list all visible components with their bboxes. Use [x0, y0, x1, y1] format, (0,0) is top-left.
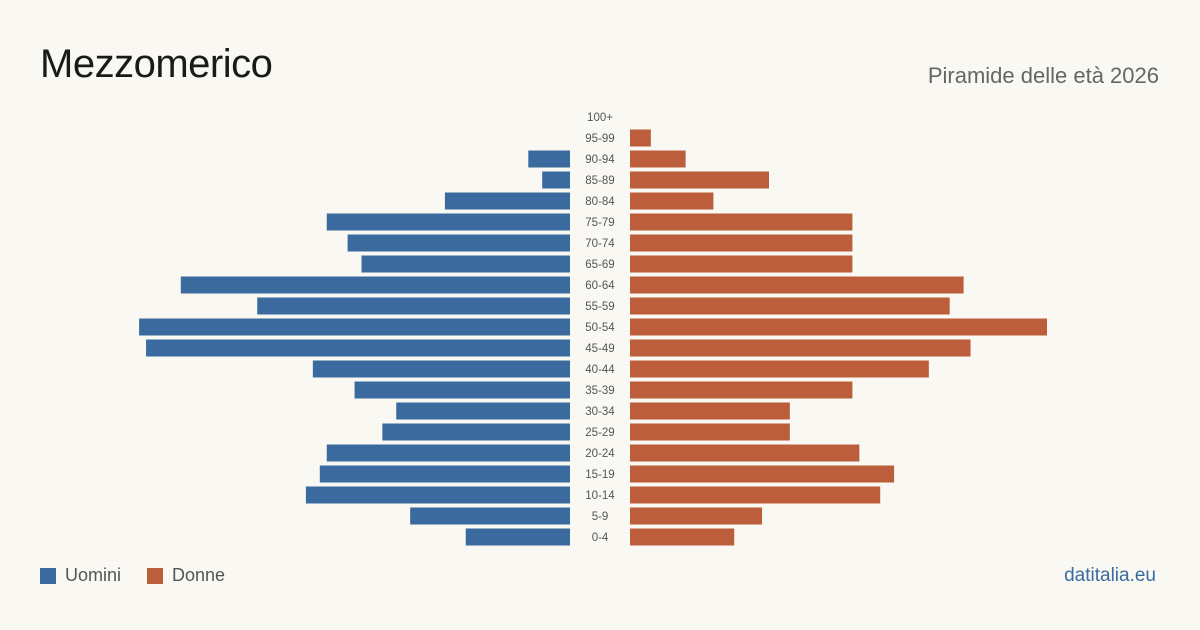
bar-men-80-84 — [444, 192, 570, 210]
bar-women-60-64 — [630, 276, 964, 294]
age-label-25-29: 25-29 — [585, 427, 614, 439]
bar-men-25-29 — [382, 423, 570, 441]
age-label-90-94: 90-94 — [585, 154, 615, 166]
bar-men-60-64 — [180, 276, 571, 294]
legend-swatch-men — [40, 567, 56, 584]
legend-swatch-women — [147, 567, 164, 584]
bar-men-75-79 — [326, 213, 570, 231]
age-label-60-64: 60-64 — [585, 280, 615, 292]
bar-women-55-59 — [630, 297, 950, 315]
bar-men-30-34 — [396, 402, 570, 420]
legend-item-women: Donne — [147, 565, 225, 586]
bar-women-95-99 — [630, 129, 651, 147]
bar-women-75-79 — [630, 213, 853, 231]
age-label-95-99: 95-99 — [585, 133, 614, 145]
chart-title: Mezzomerico — [40, 42, 273, 86]
source-link[interactable]: datitalia.eu — [1064, 565, 1156, 586]
bar-men-55-59 — [257, 297, 570, 315]
bar-women-10-14 — [630, 486, 881, 504]
bar-men-45-49 — [146, 339, 571, 357]
legend-label-women: Donne — [172, 565, 226, 585]
age-label-100+: 100+ — [587, 112, 613, 124]
chart-subtitle: Piramide delle età 2026 — [927, 63, 1159, 88]
bar-men-35-39 — [354, 381, 570, 399]
bar-men-65-69 — [361, 255, 570, 273]
age-label-45-49: 45-49 — [585, 343, 614, 355]
age-label-20-24: 20-24 — [585, 448, 615, 460]
legend: Uomini Donne — [40, 565, 251, 586]
bar-women-85-89 — [630, 171, 769, 189]
legend-item-men: Uomini — [40, 565, 121, 586]
age-label-40-44: 40-44 — [585, 364, 615, 376]
age-label-50-54: 50-54 — [585, 322, 615, 334]
bar-men-85-89 — [542, 171, 570, 189]
bar-men-40-44 — [312, 360, 570, 378]
age-label-5-9: 5-9 — [592, 511, 609, 523]
bar-women-35-39 — [630, 381, 853, 399]
bar-women-30-34 — [630, 402, 790, 420]
age-label-0-4: 0-4 — [592, 532, 609, 544]
bar-men-90-94 — [528, 150, 570, 168]
bar-women-70-74 — [630, 234, 853, 252]
bar-women-90-94 — [630, 150, 686, 168]
bar-women-45-49 — [630, 339, 971, 357]
age-label-55-59: 55-59 — [585, 301, 614, 313]
legend-label-men: Uomini — [65, 565, 122, 585]
bar-women-20-24 — [630, 444, 860, 462]
bar-men-0-4 — [465, 528, 570, 546]
bar-women-65-69 — [630, 255, 853, 273]
bar-women-40-44 — [630, 360, 929, 378]
age-label-70-74: 70-74 — [585, 238, 615, 250]
age-label-65-69: 65-69 — [585, 259, 614, 271]
age-label-35-39: 35-39 — [585, 385, 614, 397]
age-label-80-84: 80-84 — [585, 196, 615, 208]
bar-men-5-9 — [410, 507, 570, 525]
bar-men-15-19 — [319, 465, 570, 483]
bar-women-15-19 — [630, 465, 895, 483]
bar-men-70-74 — [347, 234, 570, 252]
bar-men-50-54 — [139, 318, 570, 336]
bar-women-80-84 — [630, 192, 714, 210]
age-label-15-19: 15-19 — [585, 469, 614, 481]
bar-men-10-14 — [305, 486, 570, 504]
age-label-10-14: 10-14 — [585, 490, 615, 502]
age-label-30-34: 30-34 — [585, 406, 615, 418]
bar-women-50-54 — [630, 318, 1047, 336]
bar-women-25-29 — [630, 423, 790, 441]
bar-women-5-9 — [630, 507, 763, 525]
bar-women-0-4 — [630, 528, 735, 546]
bar-men-20-24 — [326, 444, 570, 462]
age-label-75-79: 75-79 — [585, 217, 614, 229]
age-label-85-89: 85-89 — [585, 175, 614, 187]
